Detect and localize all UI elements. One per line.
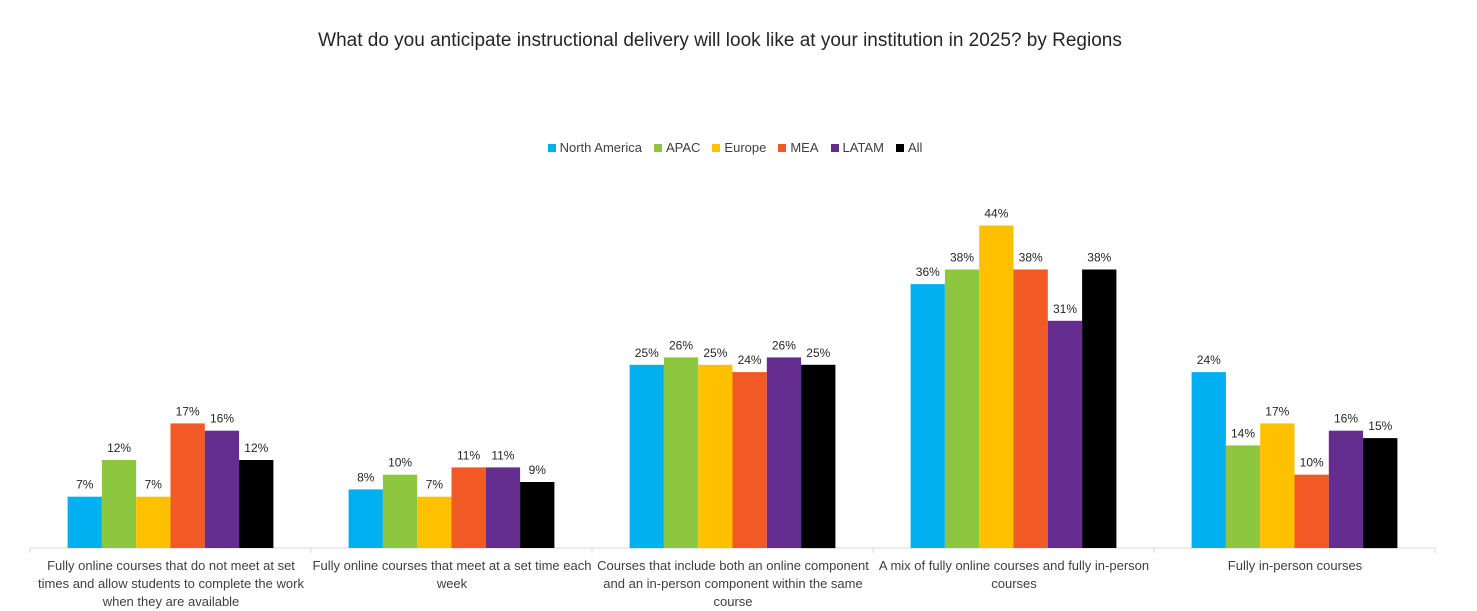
legend-label: LATAM xyxy=(842,140,884,155)
data-label: 26% xyxy=(669,338,693,352)
data-label: 38% xyxy=(950,251,974,265)
data-label: 24% xyxy=(738,353,762,367)
data-label: 25% xyxy=(635,346,659,360)
bar xyxy=(382,474,418,548)
bar xyxy=(698,364,733,549)
bar xyxy=(1013,269,1048,548)
bar xyxy=(136,496,171,548)
bar xyxy=(766,357,802,548)
category-label: Courses that include both an online comp… xyxy=(597,558,869,609)
bar xyxy=(979,225,1014,548)
data-label: 8% xyxy=(357,470,375,484)
legend-label: Europe xyxy=(724,140,767,155)
data-label: 15% xyxy=(1368,419,1392,433)
bar xyxy=(1328,430,1364,548)
bar xyxy=(663,357,699,548)
legend-label: APAC xyxy=(665,140,701,155)
legend-label: North America xyxy=(559,140,642,155)
bar xyxy=(1260,423,1295,548)
data-label: 16% xyxy=(210,412,234,426)
bar xyxy=(944,269,980,548)
data-label: 38% xyxy=(1019,251,1043,265)
category-label: Fully online courses that do not meet at… xyxy=(38,558,304,609)
legend-item-all: All xyxy=(895,140,923,155)
bar xyxy=(801,364,836,549)
category-label: Fully online courses that meet at a set … xyxy=(312,558,592,591)
legend-item-north-america: North America xyxy=(547,140,642,155)
bar xyxy=(1225,445,1261,548)
bar xyxy=(170,423,205,548)
legend-item-europe: Europe xyxy=(712,140,766,155)
data-label: 7% xyxy=(426,478,444,492)
category-label: Fully in-person courses xyxy=(1227,558,1363,573)
data-label: 24% xyxy=(1197,353,1221,367)
data-label: 12% xyxy=(244,441,268,455)
bar xyxy=(1047,320,1083,548)
data-label: 25% xyxy=(703,346,727,360)
data-label: 17% xyxy=(1265,404,1289,418)
bar xyxy=(239,460,274,548)
bar xyxy=(520,482,555,548)
bar xyxy=(1191,372,1226,548)
bar xyxy=(451,467,486,548)
data-label: 17% xyxy=(176,404,200,418)
legend-label: All xyxy=(907,140,923,155)
data-label: 44% xyxy=(984,207,1008,221)
bar xyxy=(1363,438,1398,549)
bar xyxy=(417,496,452,548)
legend-swatch xyxy=(895,143,904,152)
data-label: 11% xyxy=(491,448,514,462)
legend-item-latam: LATAM xyxy=(830,140,884,155)
chart-title: What do you anticipate instructional del… xyxy=(318,30,1122,51)
bar xyxy=(348,489,383,548)
legend-item-apac: APAC xyxy=(653,140,701,155)
data-label: 7% xyxy=(76,478,94,492)
legend: North America APAC Europe MEA LATAM All xyxy=(0,140,1470,155)
bar xyxy=(101,460,137,548)
data-label: 10% xyxy=(388,456,412,470)
bar xyxy=(1082,269,1117,548)
data-label: 36% xyxy=(916,265,940,279)
legend-swatch xyxy=(778,143,787,152)
data-label: 9% xyxy=(529,463,547,477)
bar xyxy=(1294,474,1329,548)
legend-swatch xyxy=(653,143,662,152)
data-label: 12% xyxy=(107,441,131,455)
bar xyxy=(67,496,102,548)
data-label: 26% xyxy=(772,338,796,352)
data-label: 25% xyxy=(806,346,830,360)
bar xyxy=(910,284,945,548)
data-label: 14% xyxy=(1231,426,1255,440)
bar xyxy=(629,364,664,549)
bar xyxy=(485,467,521,548)
legend-swatch xyxy=(830,143,839,152)
bar xyxy=(732,372,767,548)
category-label: A mix of fully online courses and fully … xyxy=(878,558,1150,591)
legend-label: MEA xyxy=(790,140,819,155)
data-label: 7% xyxy=(145,478,163,492)
legend-swatch xyxy=(547,143,556,152)
data-label: 38% xyxy=(1087,251,1111,265)
bar xyxy=(204,430,240,548)
legend-item-mea: MEA xyxy=(778,140,819,155)
legend-swatch xyxy=(712,143,721,152)
data-label: 16% xyxy=(1334,412,1358,426)
data-label: 10% xyxy=(1300,456,1324,470)
data-label: 11% xyxy=(457,448,480,462)
data-label: 31% xyxy=(1053,302,1077,316)
